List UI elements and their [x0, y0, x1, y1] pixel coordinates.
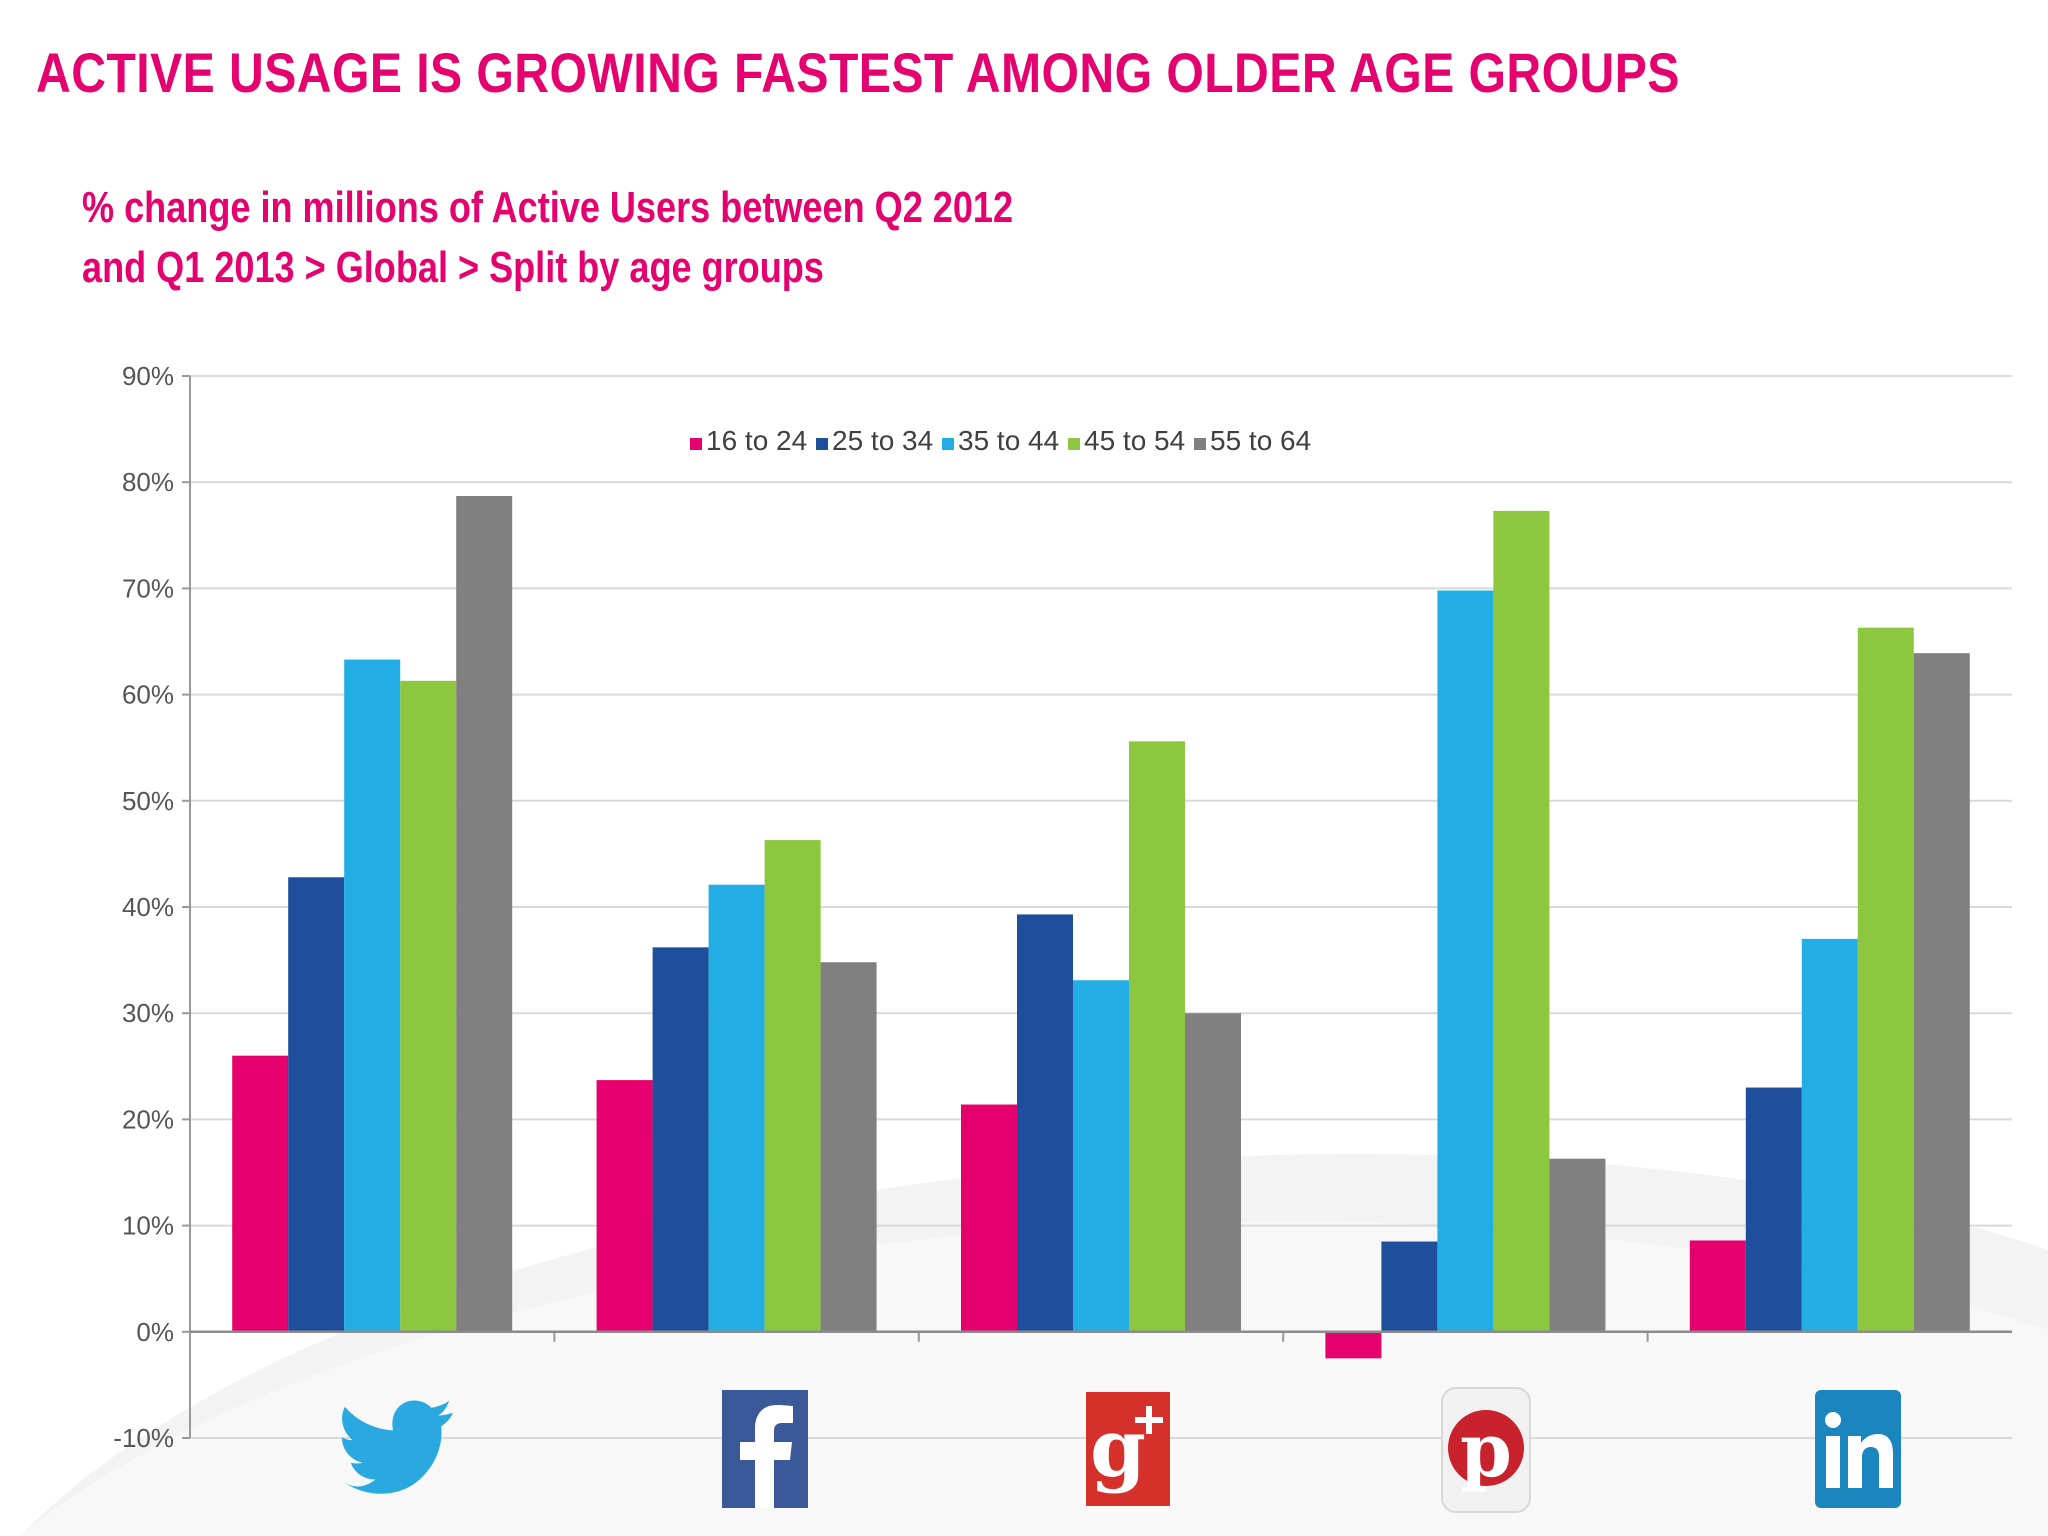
y-tick-label: 90%	[122, 361, 174, 391]
bar	[1493, 510, 1550, 1332]
bar	[1381, 1241, 1438, 1332]
bar	[1185, 1013, 1241, 1332]
bar	[596, 1080, 653, 1332]
pinterest-icon: p	[1440, 1386, 1532, 1514]
y-tick-label: 20%	[122, 1104, 174, 1134]
legend-swatch	[690, 438, 702, 450]
bar	[1129, 741, 1185, 1332]
bar	[1325, 1331, 1382, 1359]
bars	[232, 496, 1970, 1359]
bar	[1073, 980, 1129, 1332]
y-tick-label: 40%	[122, 892, 174, 922]
twitter-icon	[335, 1390, 453, 1510]
bar	[764, 840, 821, 1332]
legend-label: 55 to 64	[1210, 425, 1311, 456]
bar	[456, 496, 513, 1332]
bar	[400, 680, 457, 1332]
bar	[1689, 1240, 1746, 1332]
y-tick-label: 10%	[122, 1211, 174, 1241]
legend-swatch	[1194, 438, 1206, 450]
bar	[344, 659, 401, 1332]
y-tick-label: 70%	[122, 573, 174, 603]
legend-label: 16 to 24	[706, 425, 807, 456]
bar	[1857, 627, 1914, 1332]
bar	[1913, 653, 1970, 1332]
y-tick-label: 50%	[122, 786, 174, 816]
legend: 16 to 24 25 to 34 35 to 44 45 to 54 55 to 64	[690, 425, 1311, 456]
bar	[1549, 1158, 1606, 1332]
y-tick-label: 0%	[136, 1317, 174, 1347]
svg-text:g: g	[1090, 1401, 1146, 1495]
bar	[232, 1055, 289, 1332]
facebook-icon	[722, 1390, 808, 1508]
bar	[1437, 590, 1494, 1332]
bar	[1801, 938, 1858, 1332]
subtitle-line-2: and Q1 2013 > Global > Split by age grou…	[82, 243, 824, 292]
linkedin-icon	[1815, 1390, 1901, 1508]
bar	[652, 947, 709, 1332]
svg-text:p: p	[1460, 1408, 1512, 1494]
subtitle-line-1: % change in millions of Active Users bet…	[82, 183, 1014, 232]
chart-subtitle: % change in millions of Active Users bet…	[82, 178, 1013, 298]
bar	[820, 962, 877, 1332]
page-title: ACTIVE USAGE IS GROWING FASTEST AMONG OL…	[36, 41, 1680, 104]
legend-label: 25 to 34	[832, 425, 933, 456]
y-tick-label: 60%	[122, 680, 174, 710]
bar	[1745, 1087, 1802, 1332]
y-axis-ticks: -10% 0% 10% 20% 30% 40% 50% 60% 70% 80% 90%	[113, 361, 190, 1453]
legend-label: 45 to 54	[1084, 425, 1185, 456]
legend-swatch	[1068, 438, 1080, 450]
bar	[1017, 914, 1073, 1332]
legend-swatch	[942, 438, 954, 450]
bar	[708, 884, 765, 1332]
y-tick-label: 30%	[122, 998, 174, 1028]
y-tick-label: 80%	[122, 467, 174, 497]
legend-swatch	[816, 438, 828, 450]
axes	[189, 376, 2012, 1438]
bar	[288, 877, 345, 1332]
google-plus-icon: g	[1086, 1392, 1170, 1506]
legend-label: 35 to 44	[958, 425, 1059, 456]
y-tick-label: -10%	[113, 1423, 174, 1453]
bar	[961, 1104, 1017, 1332]
